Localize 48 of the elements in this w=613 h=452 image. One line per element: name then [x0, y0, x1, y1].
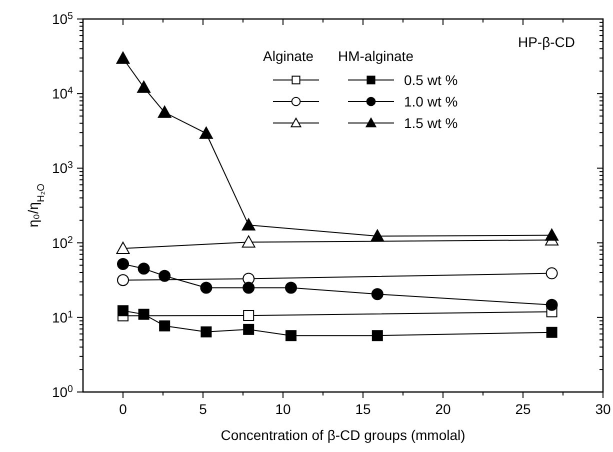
point	[546, 298, 558, 311]
x-tick-label: 30	[595, 401, 611, 417]
point	[546, 267, 558, 280]
x-tick-label: 25	[515, 401, 531, 417]
point	[117, 274, 129, 286]
point	[137, 80, 151, 93]
point	[242, 282, 255, 294]
annotation: Alginate	[263, 48, 314, 64]
y-tick-label: 10$^{3}$	[52, 160, 74, 176]
point	[138, 262, 150, 275]
point	[199, 126, 213, 139]
point	[370, 229, 384, 242]
point	[286, 330, 296, 342]
point	[372, 330, 383, 342]
point	[546, 326, 558, 338]
point	[243, 324, 254, 335]
y-tick-label: 10$^{4}$	[52, 85, 74, 102]
point	[200, 282, 212, 294]
legend-label: 0.5 wt %	[404, 72, 458, 88]
annotation: HM-alginate	[338, 48, 414, 64]
y-tick-label: 10$^{1}$	[52, 308, 73, 326]
point	[138, 308, 150, 320]
point	[242, 218, 256, 231]
point	[285, 282, 297, 294]
y-tick-label: 10$^{5}$	[52, 10, 74, 27]
point	[117, 258, 129, 270]
point	[158, 106, 172, 118]
x-tick-label: 5	[199, 401, 208, 417]
legend-label: 1.5 wt %	[404, 115, 458, 131]
point	[242, 235, 256, 248]
point	[545, 228, 559, 241]
point	[158, 270, 171, 282]
point	[118, 305, 128, 316]
point	[159, 320, 170, 332]
x-tick-label: 0	[119, 401, 128, 417]
point	[116, 242, 130, 254]
x-tick-label: 20	[435, 401, 451, 417]
point	[200, 326, 212, 338]
point	[243, 310, 254, 322]
legend-label: 1.0 wt %	[404, 94, 458, 110]
annotation: HP-β-CD	[518, 34, 575, 50]
point	[116, 52, 130, 64]
y-tick-label: 10$^{2}$	[52, 234, 73, 251]
x-tick-label: 10	[275, 401, 291, 417]
point	[371, 288, 384, 300]
x-tick-label: 15	[355, 401, 371, 417]
y-tick-label: 10$^{0}$	[52, 384, 74, 400]
x-axis-title: Concentration of β-CD groups (mmolal)	[220, 427, 466, 443]
